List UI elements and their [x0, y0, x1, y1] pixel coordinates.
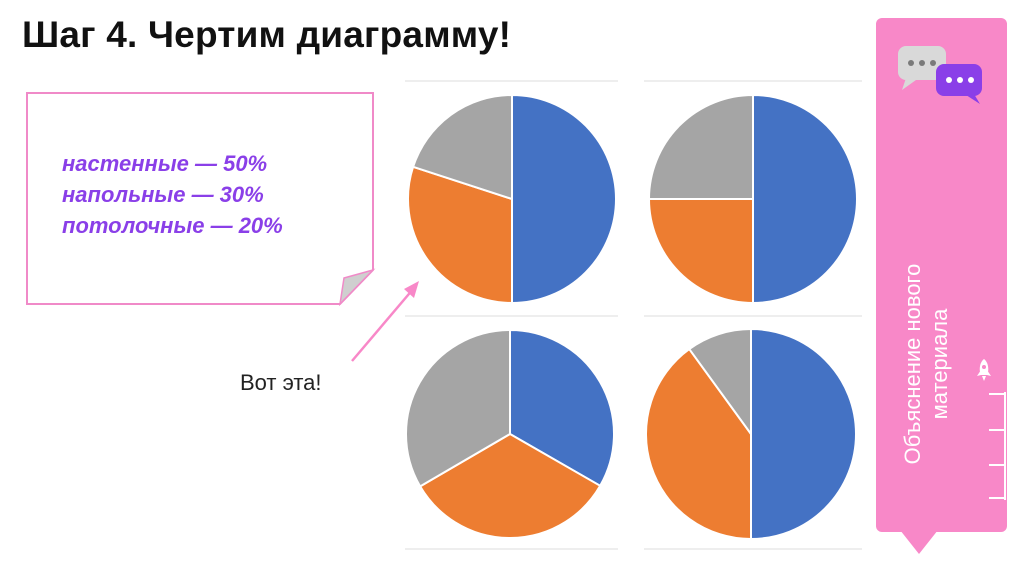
sidebar-label-line1: Объяснение нового — [900, 263, 925, 465]
ruler-ticks — [989, 392, 1006, 500]
pie-layer — [405, 94, 858, 540]
pie-slice-blue — [509, 329, 615, 487]
arrow-caption: Вот эта! — [240, 370, 322, 395]
chat-bubbles-icon — [898, 46, 982, 104]
note-line-floor: напольные — 30% — [62, 182, 264, 207]
pie-slice-gray — [688, 328, 752, 435]
note-frame — [26, 92, 376, 307]
note-line-ceiling: потолочные — 20% — [62, 213, 283, 238]
pie-slice-gray — [405, 329, 511, 488]
pointer-arrow — [351, 281, 419, 362]
pie-chart-top-right — [648, 94, 858, 304]
pie-slice-orange — [648, 198, 754, 304]
note-lines: настенные — 50% напольные — 30% потолочн… — [62, 148, 283, 241]
sidebar-label-line2: материала — [927, 308, 952, 420]
page-title: Шаг 4. Чертим диаграмму! — [22, 14, 512, 55]
pie-slice-orange — [419, 433, 602, 540]
pie-slice-blue — [752, 94, 858, 304]
pie-slice-orange — [645, 348, 752, 540]
note-card: настенные — 50% напольные — 30% потолочн… — [26, 92, 376, 307]
pie-slice-gray — [648, 94, 754, 200]
note-fold — [338, 268, 376, 307]
pie-slice-blue — [511, 94, 617, 304]
sidebar-label: Объяснение нового материала — [899, 204, 953, 524]
grid-lines — [405, 80, 862, 550]
pie-chart-bottom-right — [645, 328, 857, 540]
note-line-wall: настенные — 50% — [62, 151, 268, 176]
sidebar-tail — [900, 530, 938, 554]
pie-slice-blue — [750, 328, 857, 540]
pie-chart-bottom-left — [405, 329, 615, 540]
pie-slice-orange — [406, 165, 513, 304]
sidebar-panel — [876, 18, 1007, 532]
pie-slice-gray — [412, 94, 513, 200]
pie-chart-top-left — [406, 94, 617, 304]
rocket-icon — [977, 359, 991, 381]
